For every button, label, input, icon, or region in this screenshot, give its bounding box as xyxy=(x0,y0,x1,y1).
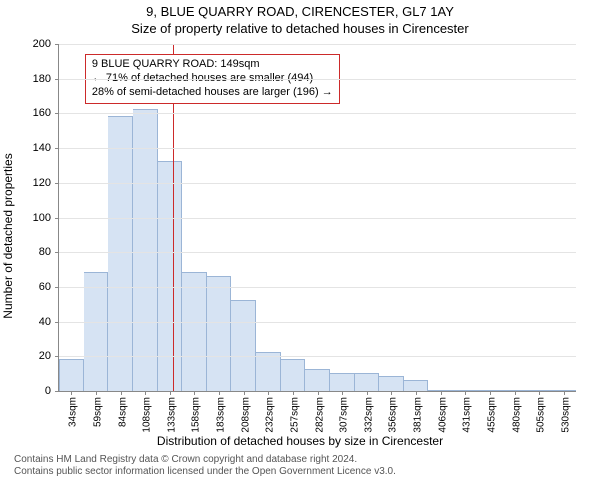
x-tick xyxy=(564,391,565,395)
gridline xyxy=(59,356,576,357)
x-tick xyxy=(391,391,392,395)
y-tick-label: 20 xyxy=(39,350,51,362)
y-tick xyxy=(55,252,59,253)
gridline xyxy=(59,44,576,45)
x-tick-label: 431sqm xyxy=(462,397,473,433)
y-tick-label: 0 xyxy=(45,385,51,397)
x-tick-label: 530sqm xyxy=(560,397,571,433)
y-tick-label: 180 xyxy=(33,73,51,85)
histogram-bar xyxy=(281,359,306,391)
histogram-bar xyxy=(404,380,429,391)
annotation-line: 9 BLUE QUARRY ROAD: 149sqm xyxy=(92,58,333,72)
histogram-bar xyxy=(379,376,404,391)
x-tick-label: 133sqm xyxy=(166,397,177,433)
x-tick-label: 381sqm xyxy=(413,397,424,433)
chart-title-sub: Size of property relative to detached ho… xyxy=(0,21,600,36)
y-tick xyxy=(55,356,59,357)
annotation-line: 28% of semi-detached houses are larger (… xyxy=(92,86,333,100)
y-tick xyxy=(55,287,59,288)
histogram-bar xyxy=(305,369,330,391)
footer-line: Contains public sector information licen… xyxy=(14,466,586,478)
x-tick xyxy=(416,391,417,395)
x-tick-label: 356sqm xyxy=(388,397,399,433)
histogram-bar xyxy=(330,373,355,391)
histogram-bar xyxy=(182,272,207,391)
y-tick-label: 140 xyxy=(33,142,51,154)
y-tick xyxy=(55,113,59,114)
x-tick xyxy=(71,391,72,395)
x-tick-label: 84sqm xyxy=(117,397,128,427)
x-tick-label: 34sqm xyxy=(68,397,79,427)
gridline xyxy=(59,218,576,219)
y-tick-label: 160 xyxy=(33,107,51,119)
x-tick-label: 108sqm xyxy=(142,397,153,433)
histogram-bar xyxy=(231,300,256,391)
plot-region: 34sqm59sqm84sqm108sqm133sqm158sqm183sqm2… xyxy=(58,44,576,392)
x-tick-label: 257sqm xyxy=(289,397,300,433)
gridline xyxy=(59,322,576,323)
attribution-footer: Contains HM Land Registry data © Crown c… xyxy=(14,454,586,478)
y-tick-label: 200 xyxy=(33,38,51,50)
x-tick-label: 406sqm xyxy=(437,397,448,433)
x-tick-label: 307sqm xyxy=(339,397,350,433)
x-tick xyxy=(194,391,195,395)
y-tick-label: 60 xyxy=(39,281,51,293)
gridline xyxy=(59,113,576,114)
x-tick-label: 332sqm xyxy=(363,397,374,433)
chart-area: Number of detached properties 34sqm59sqm… xyxy=(14,38,586,434)
x-tick xyxy=(96,391,97,395)
histogram-bar xyxy=(133,109,158,391)
x-tick xyxy=(293,391,294,395)
y-tick xyxy=(55,79,59,80)
x-tick-label: 480sqm xyxy=(511,397,522,433)
x-tick-label: 208sqm xyxy=(240,397,251,433)
x-tick xyxy=(342,391,343,395)
y-tick-label: 40 xyxy=(39,316,51,328)
x-axis-label: Distribution of detached houses by size … xyxy=(0,434,600,448)
y-tick-label: 120 xyxy=(33,177,51,189)
x-tick xyxy=(219,391,220,395)
x-tick xyxy=(539,391,540,395)
histogram-bar xyxy=(207,276,232,392)
y-tick xyxy=(55,44,59,45)
x-tick-label: 282sqm xyxy=(314,397,325,433)
gridline xyxy=(59,79,576,80)
x-tick-label: 158sqm xyxy=(191,397,202,433)
histogram-bar xyxy=(256,352,281,391)
x-tick xyxy=(121,391,122,395)
x-tick xyxy=(367,391,368,395)
x-tick xyxy=(268,391,269,395)
x-tick xyxy=(318,391,319,395)
y-tick xyxy=(55,148,59,149)
footer-line: Contains HM Land Registry data © Crown c… xyxy=(14,454,586,466)
gridline xyxy=(59,183,576,184)
y-tick xyxy=(55,218,59,219)
y-tick-label: 100 xyxy=(33,212,51,224)
x-tick-label: 183sqm xyxy=(216,397,227,433)
x-tick xyxy=(465,391,466,395)
x-tick xyxy=(170,391,171,395)
histogram-bar xyxy=(355,373,380,391)
x-tick-label: 455sqm xyxy=(486,397,497,433)
gridline xyxy=(59,287,576,288)
y-tick xyxy=(55,322,59,323)
histogram-bar xyxy=(84,272,109,391)
x-tick-label: 505sqm xyxy=(536,397,547,433)
y-tick-label: 80 xyxy=(39,246,51,258)
histogram-bar xyxy=(59,359,84,391)
x-tick xyxy=(515,391,516,395)
y-tick xyxy=(55,391,59,392)
chart-title-main: 9, BLUE QUARRY ROAD, CIRENCESTER, GL7 1A… xyxy=(0,4,600,19)
y-tick xyxy=(55,183,59,184)
x-tick-label: 59sqm xyxy=(92,397,103,427)
histogram-bar xyxy=(108,116,133,391)
gridline xyxy=(59,252,576,253)
x-tick xyxy=(244,391,245,395)
x-tick-label: 232sqm xyxy=(265,397,276,433)
x-tick xyxy=(441,391,442,395)
x-tick xyxy=(490,391,491,395)
gridline xyxy=(59,148,576,149)
x-tick xyxy=(145,391,146,395)
y-axis-label: Number of detached properties xyxy=(1,153,15,318)
